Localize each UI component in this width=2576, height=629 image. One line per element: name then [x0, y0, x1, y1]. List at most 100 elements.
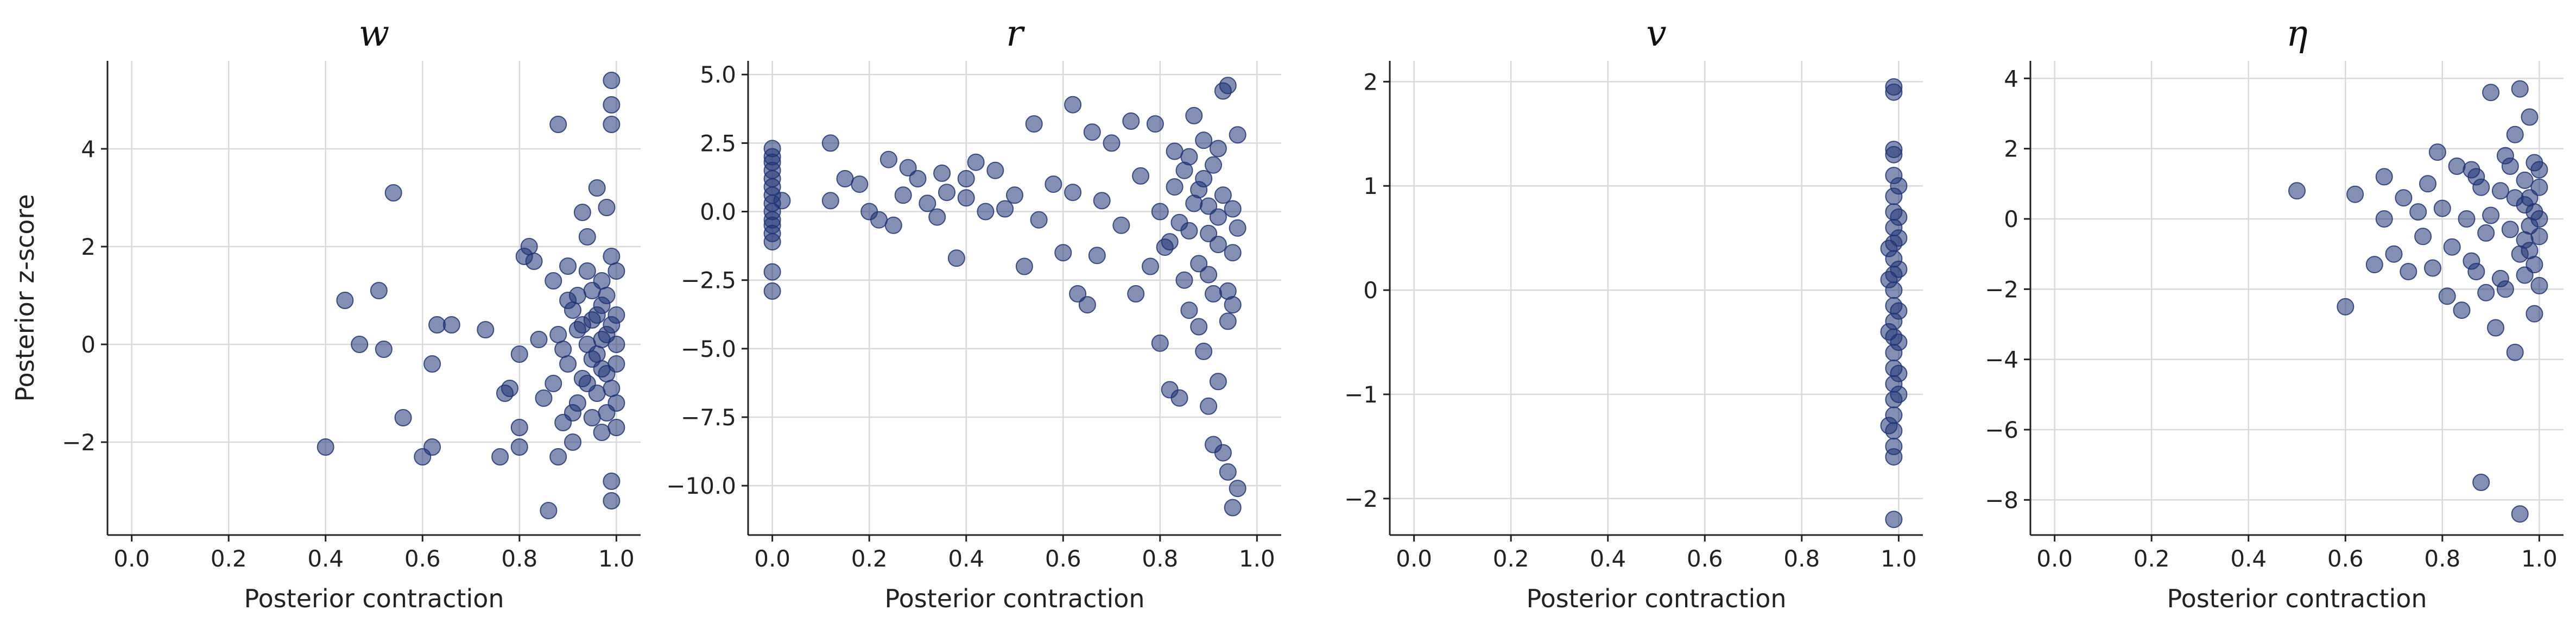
- panel-title: r: [1006, 12, 1025, 54]
- x-tick-label: 0.4: [1590, 545, 1626, 572]
- data-point: [384, 184, 402, 202]
- data-point: [583, 282, 601, 299]
- data-point: [1880, 271, 1898, 288]
- data-point: [879, 150, 897, 168]
- data-point: [545, 272, 562, 290]
- data-point: [2511, 80, 2529, 98]
- data-point: [1890, 302, 1908, 320]
- data-point: [535, 389, 553, 407]
- data-point: [1890, 208, 1908, 226]
- data-point: [1229, 219, 1246, 237]
- data-point: [836, 170, 854, 187]
- data-point: [2482, 84, 2500, 102]
- data-point: [423, 438, 441, 456]
- data-point: [1103, 134, 1121, 152]
- data-point: [1224, 244, 1242, 262]
- x-tick-label: 1.0: [1881, 545, 1917, 572]
- data-point: [1890, 386, 1908, 403]
- data-point: [317, 438, 334, 456]
- data-point: [986, 161, 1004, 179]
- x-tick-label: 0.4: [2230, 545, 2267, 572]
- data-point: [603, 72, 621, 89]
- data-point: [549, 448, 567, 466]
- y-tick-label: 2: [2004, 136, 2018, 162]
- y-tick-label: −10.0: [666, 473, 736, 499]
- data-point: [1224, 200, 1242, 218]
- data-point: [870, 211, 888, 229]
- data-point: [568, 287, 586, 304]
- data-point: [2409, 203, 2427, 221]
- data-point: [1175, 271, 1193, 289]
- x-tick-label: 0.6: [404, 545, 441, 572]
- data-point: [2337, 298, 2355, 316]
- data-point: [1166, 142, 1183, 160]
- data-point: [1180, 148, 1198, 166]
- data-point: [957, 189, 975, 207]
- data-point: [2477, 224, 2495, 242]
- data-point: [933, 164, 951, 182]
- data-point: [1146, 115, 1164, 133]
- data-point: [423, 355, 441, 373]
- data-point: [1064, 96, 1082, 114]
- data-point: [909, 170, 927, 187]
- data-point: [2385, 245, 2403, 263]
- data-point: [2463, 161, 2480, 179]
- x-tick-label: 0.0: [754, 545, 790, 572]
- data-point: [428, 316, 446, 334]
- data-point: [442, 316, 460, 334]
- data-point: [899, 159, 917, 177]
- data-point: [583, 409, 601, 426]
- data-point: [1142, 257, 1159, 275]
- data-point: [607, 262, 625, 280]
- data-point: [1151, 203, 1169, 221]
- panel-v: 0.0 0.2 0.4 0.6 0.8 1.0 −2 −1 0 1 2 v Posterior cont…: [1344, 12, 1923, 613]
- data-point: [1069, 285, 1087, 303]
- data-point: [549, 326, 567, 343]
- y-tick-label: −2: [1985, 276, 2018, 303]
- data-point: [525, 253, 543, 270]
- data-point: [763, 178, 781, 196]
- data-point: [2472, 474, 2490, 491]
- data-point: [2365, 256, 2383, 274]
- data-point: [2400, 263, 2417, 280]
- y-tick-label: −1: [1344, 381, 1378, 408]
- data-point: [1229, 126, 1246, 144]
- data-point: [1045, 175, 1062, 193]
- y-tick-label: 0: [2004, 206, 2018, 232]
- data-point: [2526, 256, 2543, 274]
- data-point: [763, 263, 781, 281]
- data-point: [375, 341, 393, 358]
- data-point: [2526, 305, 2543, 323]
- y-axis-label: Posterior z-score: [10, 194, 40, 401]
- data-point: [1088, 247, 1106, 265]
- data-point: [540, 502, 558, 519]
- data-point: [763, 224, 781, 242]
- x-axis-label: Posterior contraction: [2167, 584, 2427, 613]
- data-point: [598, 199, 616, 216]
- data-point: [1224, 296, 1242, 314]
- y-tick-label: −2.5: [681, 267, 736, 294]
- panel-eta: 0.0 0.2 0.4 0.6 0.8 1.0 −8 −6 −4 −2 0 2 4 η Posterior …: [1985, 12, 2564, 613]
- data-point: [2414, 228, 2432, 246]
- y-tick-label: 5.0: [700, 61, 736, 88]
- data-point: [603, 473, 621, 490]
- data-point: [603, 248, 621, 265]
- y-tick-label: 4: [81, 136, 96, 162]
- data-point: [2467, 263, 2485, 280]
- data-point: [2472, 178, 2490, 196]
- data-point: [1132, 167, 1150, 185]
- x-tick-label: 1.0: [1239, 545, 1275, 572]
- data-point: [884, 216, 902, 234]
- data-point: [2433, 199, 2451, 217]
- data-point: [1229, 480, 1246, 498]
- data-point: [2482, 206, 2500, 224]
- data-point: [2288, 182, 2306, 200]
- x-tick-label: 0.0: [113, 545, 150, 572]
- y-tick-label: −6: [1985, 417, 2018, 443]
- data-point: [573, 204, 591, 221]
- data-point: [2516, 231, 2534, 249]
- y-tick-label: 0: [81, 331, 96, 358]
- data-point: [336, 292, 354, 309]
- y-tick-label: 2: [81, 234, 96, 260]
- data-point: [564, 433, 581, 451]
